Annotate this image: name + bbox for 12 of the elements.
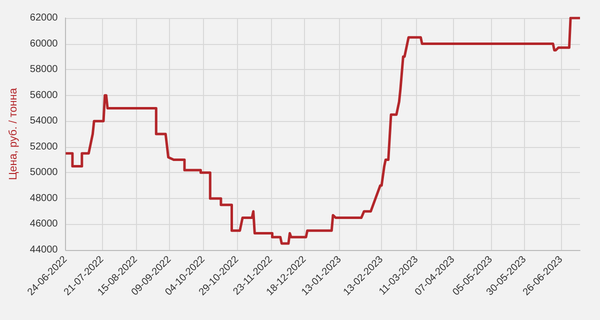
y-tick-label: 58000: [30, 64, 58, 76]
line-series: [64, 16, 582, 245]
y-axis-title: Цена, руб. / тонна: [8, 87, 20, 180]
y-tick-label: 60000: [30, 38, 58, 50]
y-tick-label: 54000: [30, 116, 58, 127]
y-tick-label: 56000: [30, 90, 58, 101]
y-tick-label: 48000: [30, 192, 58, 204]
y-tick-label: 44000: [30, 244, 58, 256]
y-tick-label: 50000: [30, 167, 58, 178]
y-tick-label: 46000: [30, 218, 58, 230]
y-tick-label: 62000: [30, 12, 58, 24]
y-tick-label: 52000: [30, 141, 58, 152]
